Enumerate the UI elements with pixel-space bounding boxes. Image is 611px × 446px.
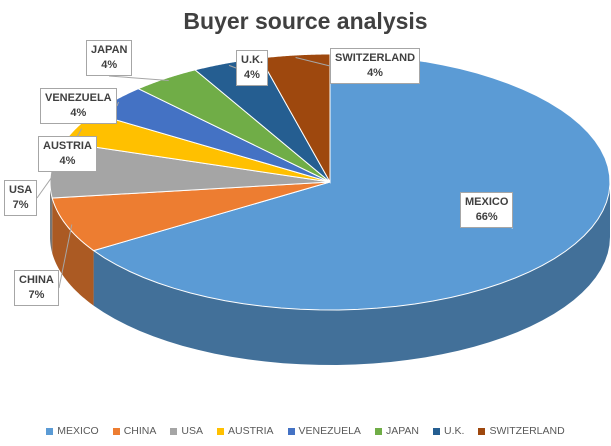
pie-slice-japan [137,69,331,183]
data-label-mexico: MEXICO 66% [460,192,514,228]
data-label-category: SWITZERLAND [335,52,416,64]
data-label-category: AUSTRIA [43,140,92,152]
data-label-u-k: U.K. 4% [236,50,268,86]
data-label-venezuela: VENEZUELA 4% [40,88,117,124]
legend-label: U.K. [444,425,465,437]
data-label-value: 7% [12,199,29,211]
legend-item-japan: JAPAN [374,425,420,437]
pie-side-layer [50,182,611,365]
legend: MEXICO CHINA USA AUSTRIA VENEZUELA JAPAN U.K. S… [0,425,611,437]
pie-slice-china [51,181,331,252]
legend-label: VENEZUELA [298,425,361,437]
pie-side-usa [50,182,53,254]
legend-item-mexico: MEXICO [46,425,99,437]
data-label-category: U.K. [241,54,263,66]
leader-line-u-k [228,64,237,69]
legend-swatch [433,427,441,435]
leader-line-usa [36,169,58,199]
leader-line-china [58,224,73,289]
data-label-value: 7% [28,289,45,301]
legend-item-austria: AUSTRIA [216,425,274,437]
legend-label: JAPAN [385,425,420,437]
data-label-category: CHINA [19,274,54,286]
pie-slice-switzerland [259,53,331,184]
data-label-category: USA [9,184,33,196]
legend-item-switzerland: SWITZERLAND [478,425,565,437]
legend-swatch [112,427,120,435]
legend-swatch [374,427,382,435]
legend-item-china: CHINA [112,425,157,437]
data-label-china: CHINA 7% [14,270,59,306]
data-label-value: 4% [367,67,383,79]
pie-top-layer [49,53,611,311]
data-label-value: 4% [244,69,260,81]
data-label-usa: USA 7% [4,180,38,216]
data-label-austria: AUSTRIA 4% [38,136,97,172]
legend-label: SWITZERLAND [489,425,565,437]
legend-item-u-k: U.K. [433,425,464,437]
leader-line-japan [108,75,169,81]
leader-line-venezuela [116,101,120,107]
data-label-category: JAPAN [91,44,128,56]
legend-label: MEXICO [57,425,99,437]
pie-slice-mexico [92,53,611,311]
legend-item-usa: USA [170,425,203,437]
data-label-japan: JAPAN 4% [86,40,133,76]
data-label-value: 4% [70,107,87,119]
chart-title: Buyer source analysis [183,8,428,34]
leader-line-switzerland [295,57,331,67]
legend-swatch [478,427,486,435]
data-label-value: 4% [101,59,118,71]
legend-swatch [287,427,295,435]
data-label-category: MEXICO [465,196,509,208]
legend-swatch [46,427,54,435]
legend-swatch [170,427,178,435]
legend-label: AUSTRIA [227,425,274,437]
legend-item-venezuela: VENEZUELA [287,425,361,437]
data-label-switzerland: SWITZERLAND 4% [330,48,421,84]
legend-label: CHINA [123,425,157,437]
pie-side-china [52,198,94,306]
data-label-value: 66% [475,211,498,223]
legend-label: USA [181,425,203,437]
data-label-category: VENEZUELA [45,92,112,104]
pie-side-mexico [93,182,611,365]
data-label-value: 4% [59,155,76,167]
legend-swatch [216,427,224,435]
